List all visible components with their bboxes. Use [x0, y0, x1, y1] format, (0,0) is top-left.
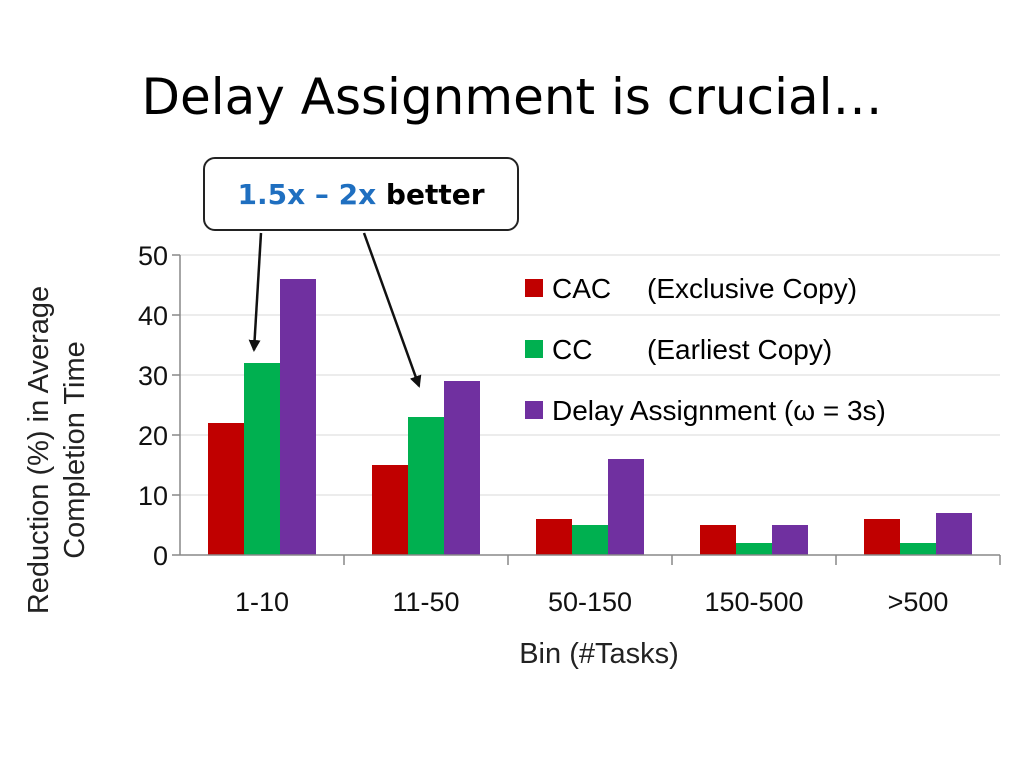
bar [772, 525, 808, 555]
x-tick-label: 150-500 [704, 587, 803, 617]
bar [700, 525, 736, 555]
bar [572, 525, 608, 555]
callout-arrow-1 [248, 232, 263, 352]
bar [900, 543, 936, 555]
y-axis-label-line1: Reduction (%) in Average [23, 286, 55, 614]
legend-swatch [525, 340, 543, 358]
legend-swatch [525, 401, 543, 419]
legend-swatch [525, 279, 543, 297]
x-tick-labels: 1-10 11-50 50-150 150-500 >500 [235, 555, 1001, 617]
axes [179, 255, 1000, 556]
callout-text: better [385, 177, 485, 211]
bar [864, 519, 900, 555]
y-tick-label: 50 [138, 241, 168, 271]
y-tick-label: 10 [138, 481, 168, 511]
callout-arrow-2 [362, 232, 422, 388]
bars [208, 279, 972, 555]
legend-label: Delay Assignment (ω = 3s) [552, 395, 886, 426]
bar [736, 543, 772, 555]
x-tick-label: 50-150 [548, 587, 632, 617]
legend: CAC (Exclusive Copy) CC (Earliest Copy) Dela… [525, 273, 886, 426]
bar [536, 519, 572, 555]
y-tick-label: 0 [153, 541, 168, 571]
legend-note: (Exclusive Copy) [647, 273, 857, 304]
legend-note: (Earliest Copy) [647, 334, 832, 365]
x-tick-label: 11-50 [392, 587, 459, 617]
bar [936, 513, 972, 555]
legend-label: CC [552, 334, 592, 365]
x-tick-label: 1-10 [235, 587, 289, 617]
bar [408, 417, 444, 555]
bar [244, 363, 280, 555]
x-tick-label: >500 [888, 587, 949, 617]
y-tick-label: 20 [138, 421, 168, 451]
callout-highlight: 1.5x – 2x [237, 177, 377, 211]
legend-label: CAC [552, 273, 611, 304]
x-axis-label: Bin (#Tasks) [519, 638, 679, 670]
bar [444, 381, 480, 555]
grid-lines [180, 254, 1000, 496]
y-tick-labels: 0 10 20 30 40 50 [138, 241, 180, 571]
bar [372, 465, 408, 555]
bar [280, 279, 316, 555]
callout-box: 1.5x – 2x better [203, 157, 519, 231]
bar [208, 423, 244, 555]
bar [608, 459, 644, 555]
y-axis-label-line2: Completion Time [59, 341, 91, 559]
y-tick-label: 40 [138, 301, 168, 331]
y-tick-label: 30 [138, 361, 168, 391]
slide-title: Delay Assignment is crucial… [141, 68, 883, 126]
y-axis-label: Reduction (%) in Average Completion Time [23, 286, 91, 614]
